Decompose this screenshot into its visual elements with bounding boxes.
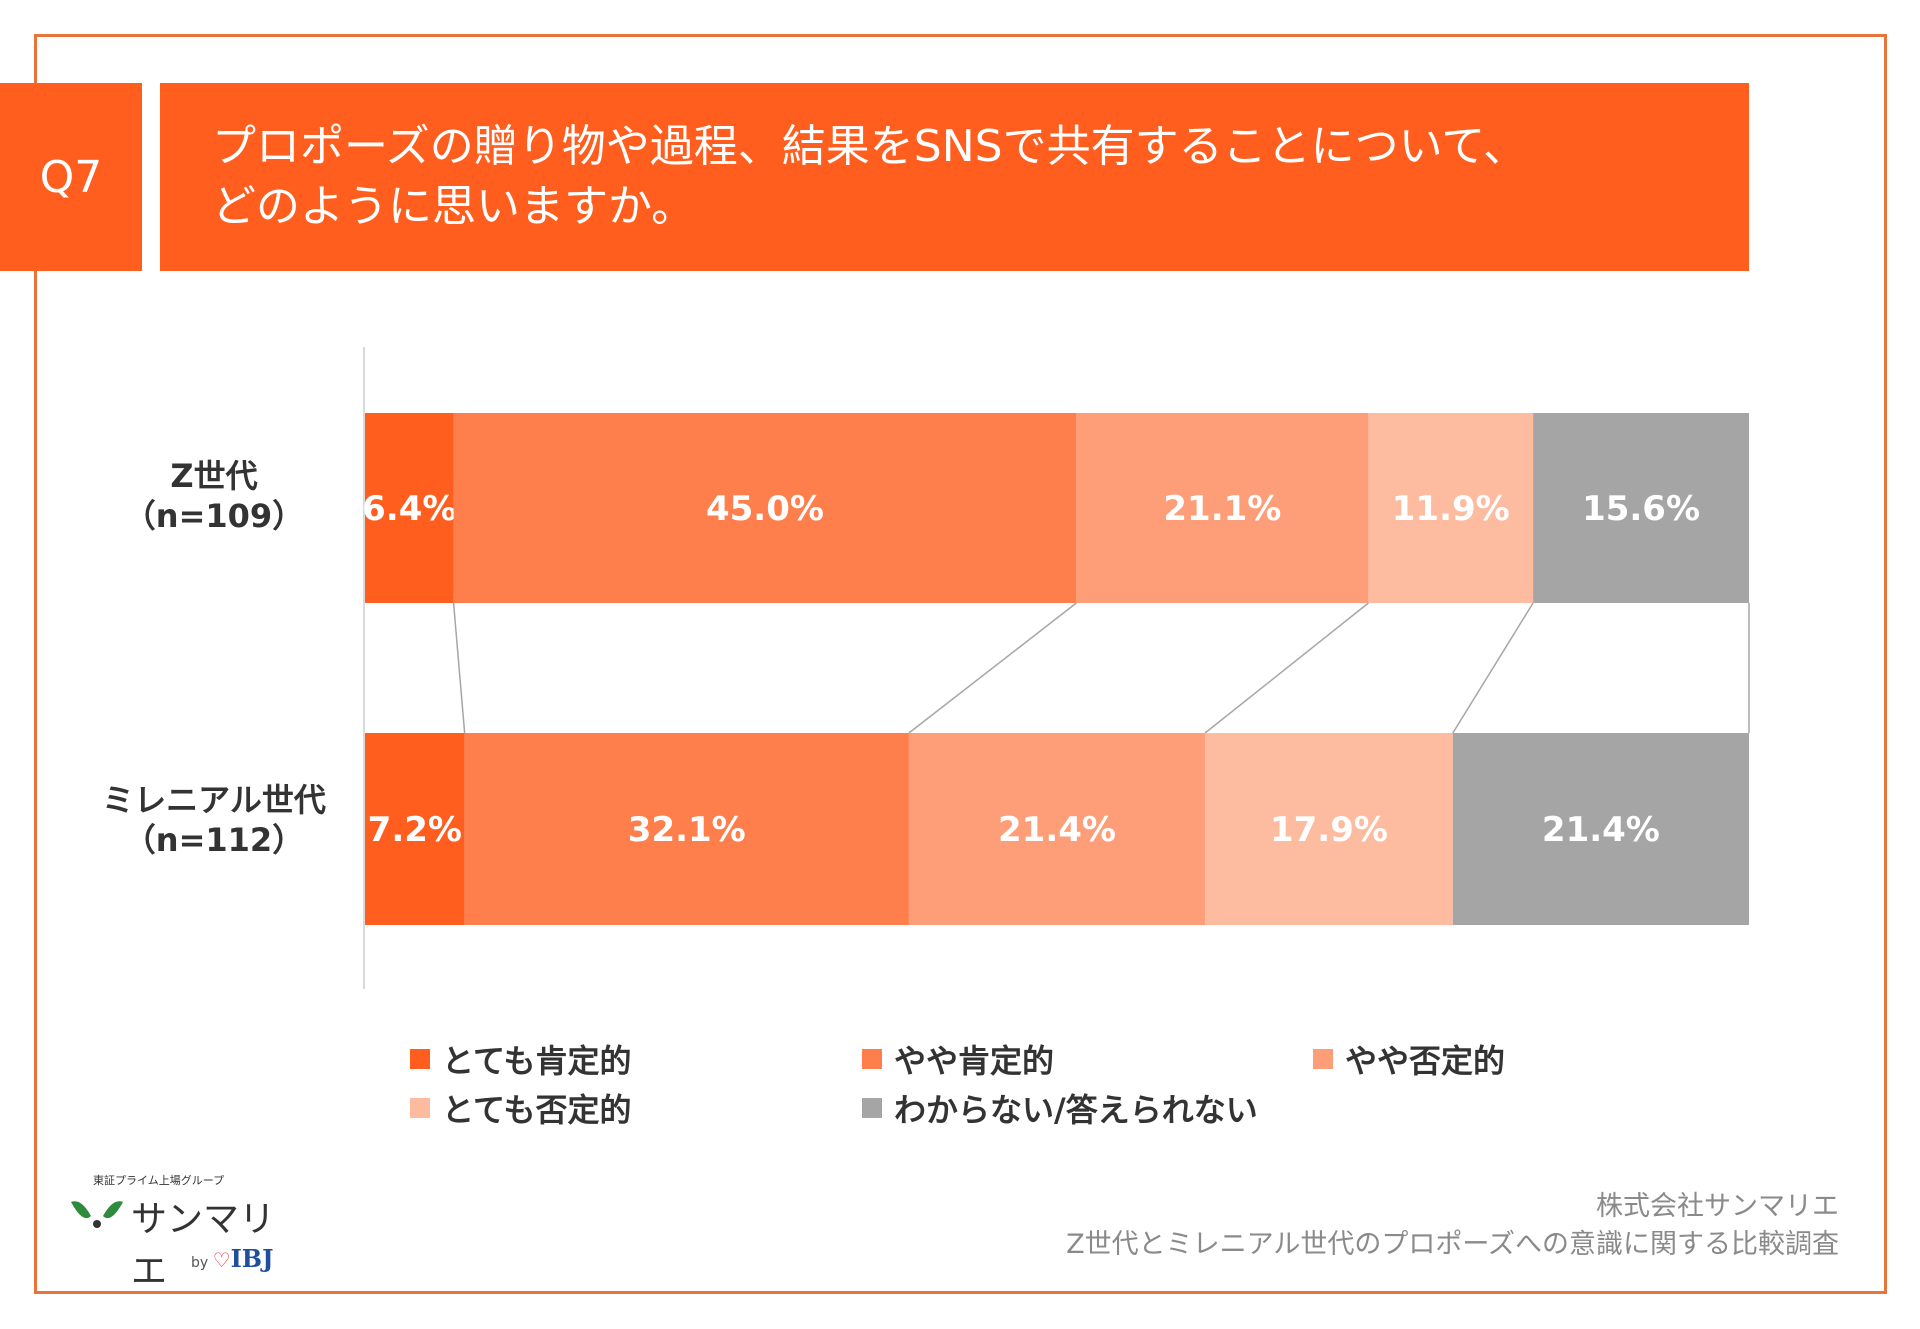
ibj-text: IBJ	[230, 1244, 274, 1273]
series-line	[1204, 602, 1369, 734]
legend-label: やや肯定的	[894, 1042, 1055, 1080]
title-line-2: どのように思いますか。	[212, 181, 696, 232]
legend-label: やや否定的	[1345, 1042, 1506, 1080]
legend-item-3: やや否定的	[1313, 1036, 1505, 1082]
bar-segment-3-row-2	[908, 733, 1206, 925]
bar-segment-5-row-2	[1452, 733, 1749, 925]
bar-segment-5-row-1	[1533, 413, 1749, 603]
category-label-z: Z世代 （n=109）	[64, 456, 364, 536]
bar-segment-4-row-1	[1368, 413, 1534, 603]
legend-item-4: とても否定的	[410, 1085, 631, 1131]
sanmarie-logo: 東証プライム上場グループ サンマリエ by ♡IBJ	[67, 1172, 287, 1292]
bar-segment-2-row-2	[464, 733, 909, 925]
legend-swatch	[862, 1049, 882, 1069]
data-label: 7.2%	[368, 810, 462, 850]
series-line	[1452, 602, 1534, 734]
question-number: Q7	[0, 83, 142, 271]
category-n: （n=112）	[123, 821, 305, 859]
data-label: 17.9%	[1270, 810, 1388, 850]
logo-name: サンマリエ	[131, 1199, 276, 1292]
question-title: プロポーズの贈り物や過程、結果をSNSで共有することについて、 どのように思いま…	[160, 83, 1749, 271]
data-label: 6.4%	[362, 489, 456, 529]
bar-segment-1-row-2	[365, 733, 465, 925]
category-name: Z世代	[170, 457, 258, 495]
data-label: 15.6%	[1582, 489, 1700, 529]
legend-item-1: とても肯定的	[410, 1036, 631, 1082]
legend-label: わからない/答えられない	[894, 1091, 1258, 1129]
legend-label: とても否定的	[442, 1091, 632, 1129]
series-line	[452, 602, 466, 734]
legend-swatch	[410, 1098, 430, 1118]
heart-icon: ♡	[212, 1248, 231, 1272]
legend-item-5: わからない/答えられない	[862, 1085, 1258, 1131]
data-label: 11.9%	[1392, 489, 1510, 529]
title-line-1: プロポーズの贈り物や過程、結果をSNSで共有することについて、	[212, 121, 1528, 172]
data-label: 21.4%	[1542, 810, 1660, 850]
footer-company: 株式会社サンマリエ	[1596, 1191, 1839, 1222]
data-label: 21.1%	[1163, 489, 1281, 529]
bar-segment-1-row-1	[365, 413, 454, 603]
bar-segment-3-row-1	[1076, 413, 1369, 603]
leaf-icon	[71, 1201, 123, 1228]
slide-frame	[34, 34, 1887, 1294]
bar-segment-2-row-1	[453, 413, 1077, 603]
category-n: （n=109）	[123, 497, 305, 535]
category-axis	[363, 347, 365, 989]
legend-swatch	[1313, 1049, 1333, 1069]
footer-survey: Z世代とミレニアル世代のプロポーズへの意識に関する比較調査	[1066, 1229, 1839, 1260]
legend-item-2: やや肯定的	[862, 1036, 1054, 1082]
legend-swatch	[862, 1098, 882, 1118]
legend-swatch	[410, 1049, 430, 1069]
logo-by: by ♡IBJ	[191, 1244, 273, 1273]
category-name: ミレニアル世代	[102, 781, 326, 819]
logo-group-text: 東証プライム上場グループ	[93, 1174, 225, 1187]
data-label: 32.1%	[628, 810, 746, 850]
by-text: by	[191, 1255, 209, 1271]
category-label-millennial: ミレニアル世代 （n=112）	[64, 780, 364, 860]
data-label: 21.4%	[998, 810, 1116, 850]
legend-label: とても肯定的	[442, 1042, 632, 1080]
footer: 株式会社サンマリエ Z世代とミレニアル世代のプロポーズへの意識に関する比較調査	[1066, 1188, 1839, 1264]
series-line	[908, 602, 1077, 734]
bar-segment-4-row-2	[1205, 733, 1453, 925]
data-label: 45.0%	[706, 489, 824, 529]
